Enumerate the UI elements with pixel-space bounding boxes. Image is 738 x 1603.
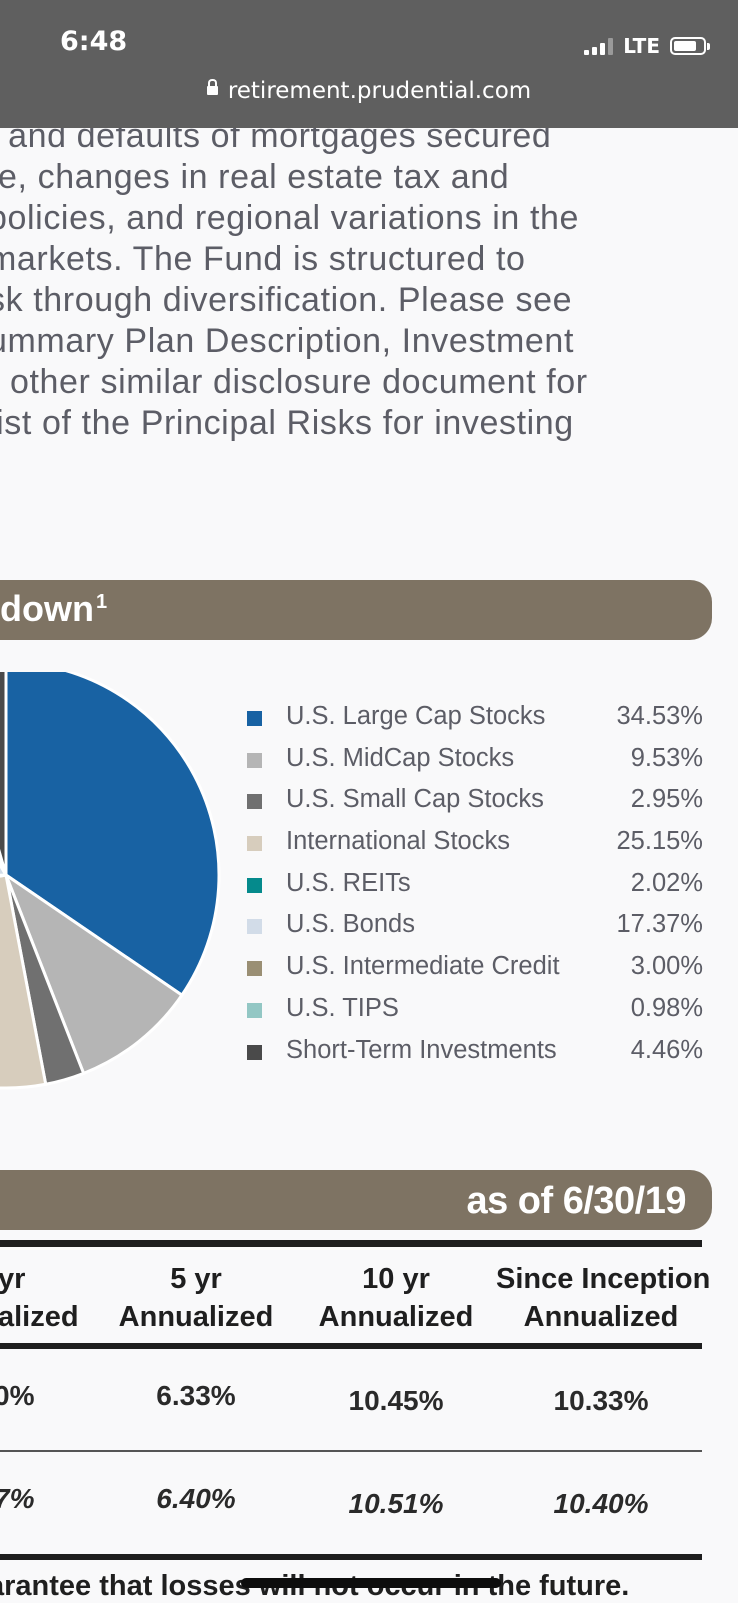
header-line: yr <box>0 1263 26 1295</box>
row-divider <box>0 1450 702 1452</box>
legend-item: Short-Term Investments 4.46% <box>243 1034 703 1076</box>
allocation-pie-chart <box>0 672 221 1090</box>
header-bottom-rule <box>0 1343 702 1349</box>
table-cell: 10.33% <box>553 1385 649 1416</box>
legend-swatch <box>247 1044 262 1060</box>
paragraph-line: sk through diversification. Please see <box>0 281 573 319</box>
paragraph-line: te, changes in real estate tax and <box>0 158 510 196</box>
legend-value: 0.98% <box>630 993 703 1022</box>
legend-swatch <box>247 877 262 893</box>
pie-slice <box>2 871 185 1076</box>
signal-icon <box>584 37 614 55</box>
legend-item: U.S. Intermediate Credit 3.00% <box>243 950 703 992</box>
legend-swatch <box>247 836 262 852</box>
table-bottom-rule <box>0 1554 702 1560</box>
legend-item: U.S. REITs 2.02% <box>243 867 703 909</box>
legend-swatch <box>247 961 262 977</box>
legend-value: 2.95% <box>630 785 703 814</box>
legend-swatch <box>247 794 262 810</box>
header-line: alized <box>0 1301 79 1333</box>
legend-item: International Stocks 25.15% <box>243 825 703 867</box>
paragraph-line: r other similar disclosure document for <box>0 363 588 401</box>
header-line: 10 yr <box>362 1263 430 1295</box>
as-of-date: as of 6/30/19 <box>466 1180 686 1222</box>
legend-value: 2.02% <box>630 868 703 897</box>
legend-value: 25.15% <box>616 827 704 856</box>
legend-label: U.S. MidCap Stocks <box>286 743 515 772</box>
paragraph-line: list of the Principal Risks for investin… <box>0 404 574 442</box>
header-line: Annualized <box>318 1301 474 1333</box>
table-cell: 0% <box>0 1380 35 1411</box>
performance-section-header: as of 6/30/19 <box>0 1170 712 1230</box>
network-type: LTE <box>623 34 660 58</box>
legend-swatch <box>247 711 262 726</box>
pie-legend: U.S. Large Cap Stocks 34.53% U.S. MidCap … <box>243 700 703 1075</box>
legend-item: U.S. MidCap Stocks 9.53% <box>243 742 703 784</box>
legend-item: U.S. TIPS 0.98% <box>243 992 703 1034</box>
legend-label: International Stocks <box>286 827 510 856</box>
paragraph-line: ummary Plan Description, Investment <box>0 322 574 360</box>
battery-icon <box>670 37 710 55</box>
legend-item: U.S. Large Cap Stocks 34.53% <box>243 700 703 742</box>
column-header: Since Inception Annualized <box>496 1260 711 1336</box>
paragraph-line: policies, and regional variations in the <box>0 199 580 237</box>
legend-swatch <box>247 919 262 935</box>
risk-disclosure-paragraph: t and defaults of mortgages secured te, … <box>0 116 728 485</box>
table-cell: 10.51% <box>348 1488 444 1519</box>
legend-label: Short-Term Investments <box>286 1035 557 1064</box>
paragraph-line: . <box>0 444 728 485</box>
status-indicators: LTE <box>584 34 710 58</box>
paragraph-line: markets. The Fund is structured to <box>0 240 526 278</box>
legend-value: 17.37% <box>616 910 704 939</box>
legend-value: 4.46% <box>630 1035 703 1064</box>
breakdown-section-header: down 1 <box>0 580 712 640</box>
legend-label: U.S. Small Cap Stocks <box>286 785 544 814</box>
column-header: 10 yr Annualized <box>306 1260 486 1336</box>
legend-item: U.S. Bonds 17.37% <box>243 908 703 950</box>
table-cell: 6.33% <box>156 1380 236 1411</box>
table-cell: 7% <box>0 1483 35 1514</box>
pie-slice <box>0 672 8 876</box>
pie-slice <box>4 672 221 998</box>
legend-label: U.S. Bonds <box>286 910 415 939</box>
header-line: 5 yr <box>170 1263 222 1295</box>
legend-value: 9.53% <box>630 743 703 772</box>
table-cell: 10.40% <box>553 1488 649 1519</box>
home-indicator[interactable] <box>241 1578 501 1588</box>
column-header: 5 yr Annualized <box>106 1260 286 1336</box>
legend-value: 3.00% <box>630 952 703 981</box>
header-line: Since Inception <box>496 1263 711 1295</box>
table-cell: 10.45% <box>348 1385 444 1416</box>
legend-label: U.S. Large Cap Stocks <box>286 702 546 730</box>
legend-label: U.S. REITs <box>286 868 411 897</box>
pie-slice <box>0 873 48 1090</box>
header-line: Annualized <box>523 1301 679 1333</box>
footnote-marker: 1 <box>95 591 108 613</box>
legend-item: U.S. Small Cap Stocks 2.95% <box>243 783 703 825</box>
lock-icon <box>206 79 218 95</box>
browser-top-bar: 6:48 LTE retirement.prudential.com <box>0 0 738 128</box>
header-line: Annualized <box>118 1301 274 1333</box>
legend-label: U.S. Intermediate Credit <box>286 952 560 981</box>
legend-swatch <box>247 1002 262 1018</box>
table-cell: 6.40% <box>156 1483 236 1514</box>
breakdown-title: down <box>0 588 94 629</box>
table-top-rule <box>0 1240 702 1247</box>
status-time: 6:48 <box>60 26 128 57</box>
url-bar[interactable]: retirement.prudential.com <box>0 78 738 104</box>
legend-swatch <box>247 752 262 768</box>
url-text: retirement.prudential.com <box>227 78 532 104</box>
column-header: yr alized <box>0 1260 79 1336</box>
legend-value: 34.53% <box>616 702 704 730</box>
legend-label: U.S. TIPS <box>286 993 399 1022</box>
